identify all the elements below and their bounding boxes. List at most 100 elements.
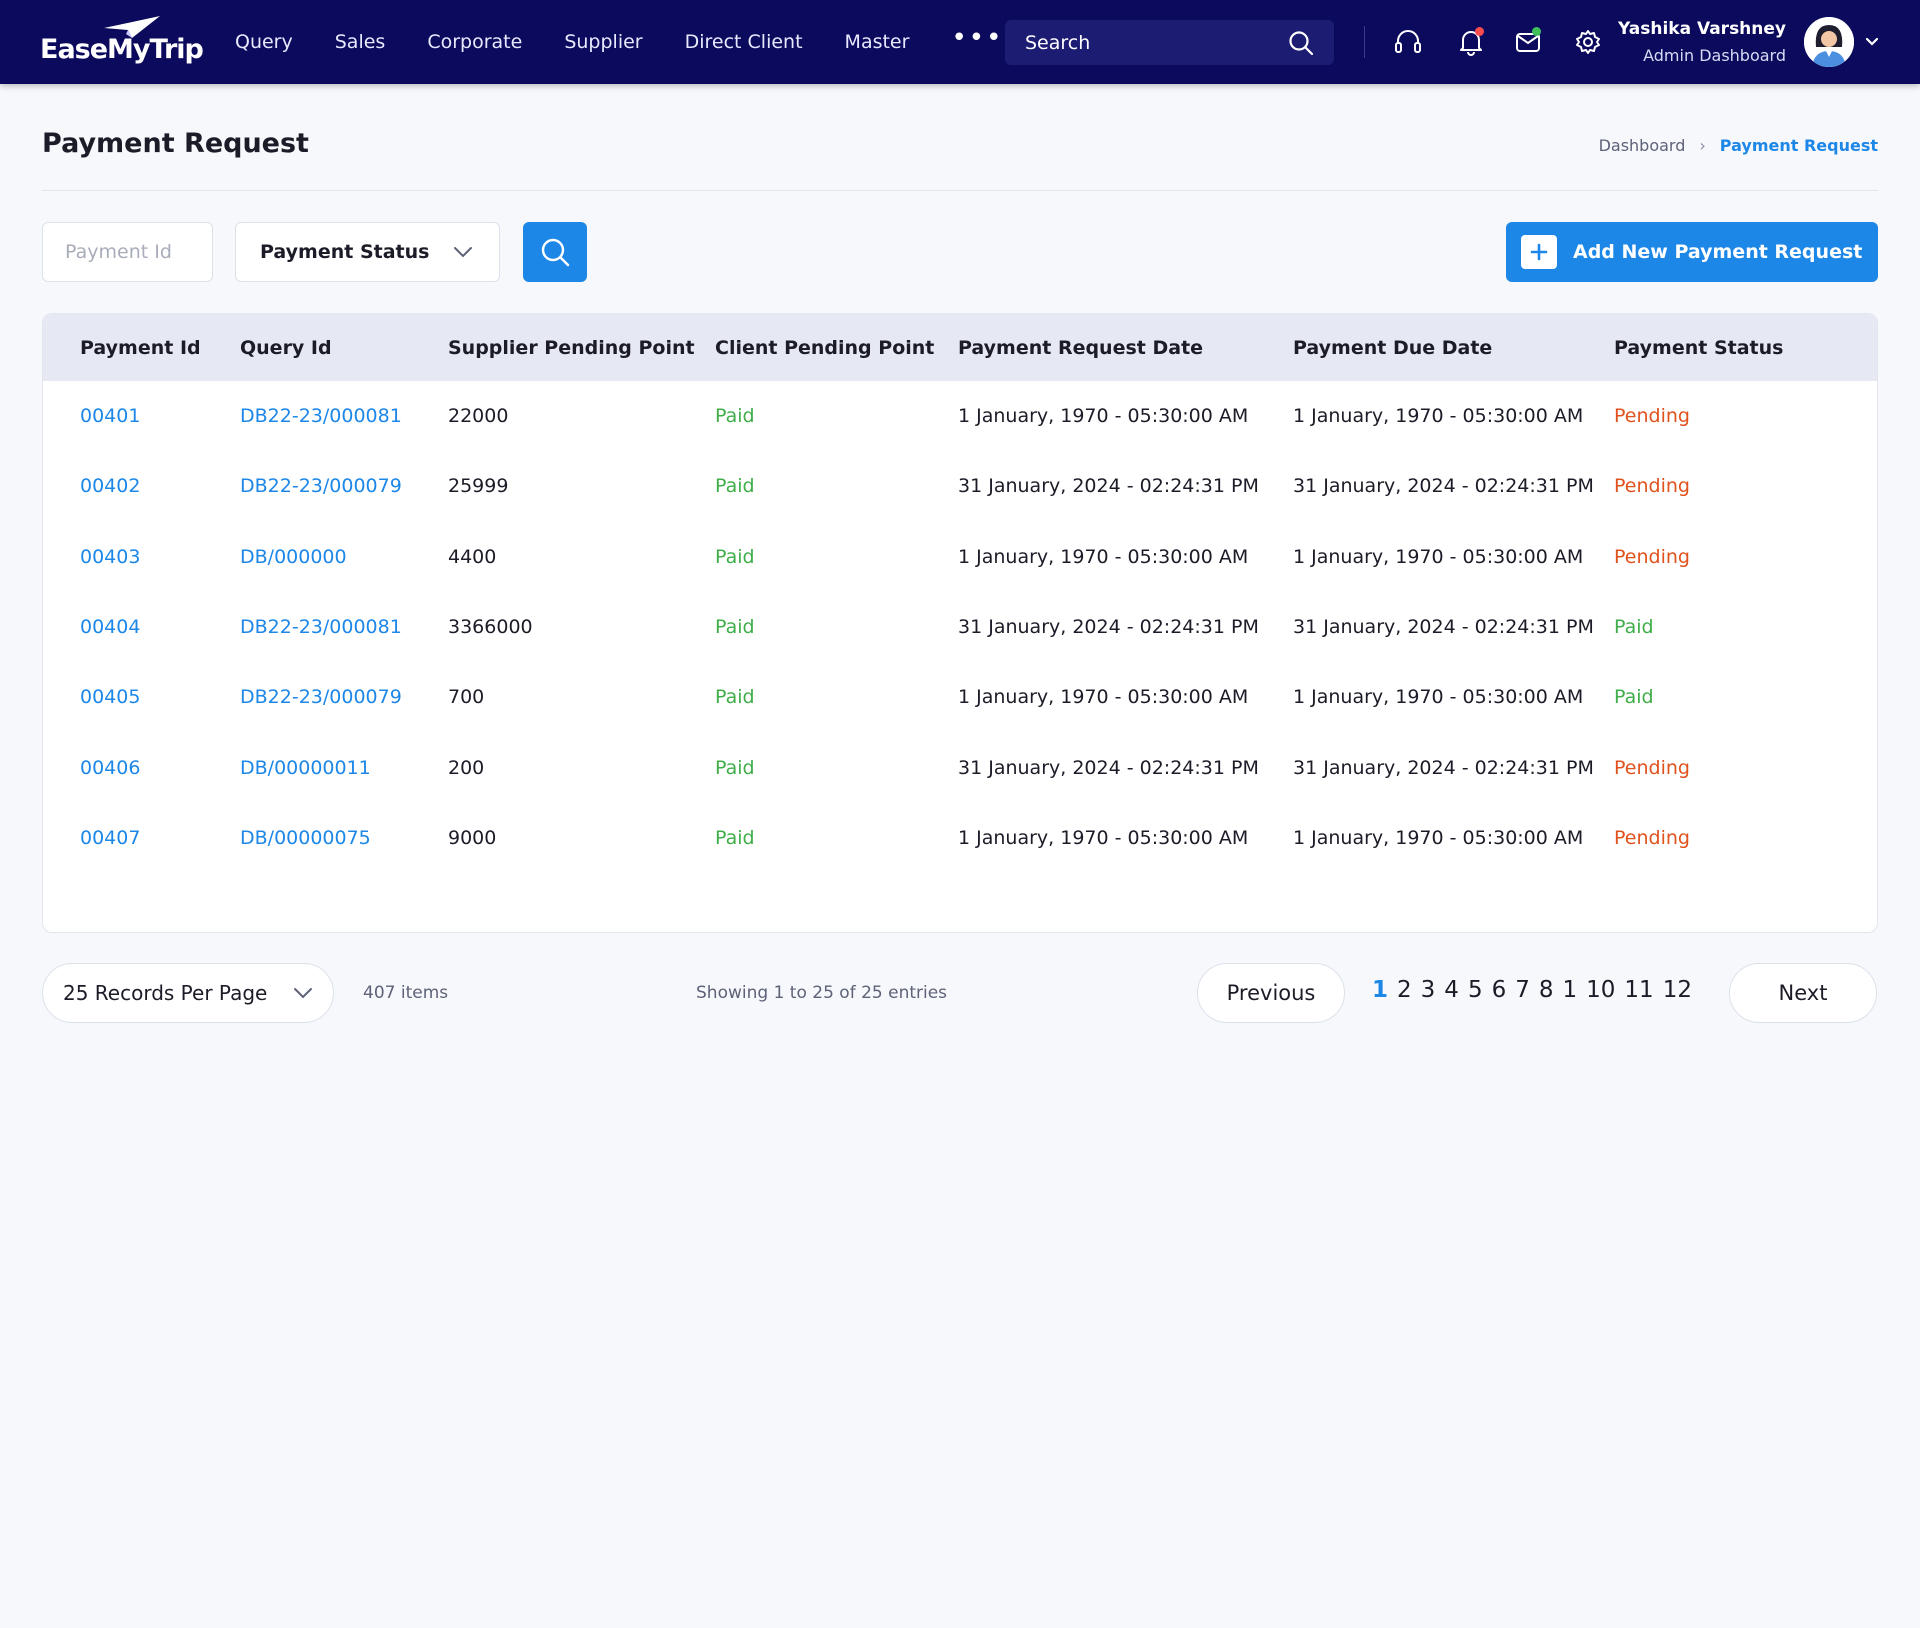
add-payment-request-button[interactable]: Add New Payment Request [1506, 222, 1878, 282]
payment-id-input[interactable] [42, 222, 213, 282]
table-row[interactable]: 00401 DB22-23/000081 22000 Paid 1 Januar… [43, 381, 1877, 451]
page-number[interactable]: 3 [1420, 977, 1436, 1003]
search-icon[interactable] [1288, 30, 1314, 56]
supplier-pending-point: 25999 [448, 475, 509, 498]
query-id-link[interactable]: DB22-23/000081 [240, 405, 402, 428]
chevron-right-icon: › [1699, 136, 1706, 155]
table-row[interactable]: 00407 DB/00000075 9000 Paid 1 January, 1… [43, 803, 1877, 873]
client-pending-point: Paid [715, 756, 755, 779]
nav-item-direct-client[interactable]: Direct Client [684, 31, 803, 53]
main-nav: Query Sales Corporate Supplier Direct Cl… [235, 0, 1003, 84]
filter-search-button[interactable] [523, 222, 587, 282]
page-number[interactable]: 2 [1397, 977, 1412, 1003]
payment-id-link[interactable]: 00401 [80, 405, 141, 428]
showing-entries-text: Showing 1 to 25 of 25 entries [696, 983, 948, 1003]
plus-icon [1521, 235, 1557, 269]
client-pending-point: Paid [715, 686, 755, 709]
page-number[interactable]: 1 [1372, 977, 1389, 1003]
search-input[interactable] [1025, 31, 1288, 54]
payment-id-link[interactable]: 00402 [80, 475, 141, 498]
page-numbers: 1 2 3 4 5 6 7 8 1 10 11 12 [1372, 977, 1701, 1003]
payment-status-select[interactable]: Payment Status [235, 222, 500, 282]
client-pending-point: Paid [715, 475, 755, 498]
nav-item-query[interactable]: Query [235, 31, 293, 53]
payment-status: Pending [1614, 756, 1690, 779]
table-row[interactable]: 00404 DB22-23/000081 3366000 Paid 31 Jan… [43, 592, 1877, 662]
nav-item-corporate[interactable]: Corporate [427, 31, 523, 53]
query-id-link[interactable]: DB22-23/000079 [240, 475, 402, 498]
top-navbar: EaseMyTrip Query Sales Corporate Supplie… [0, 0, 1920, 84]
payment-id-link[interactable]: 00404 [80, 616, 141, 639]
page-number[interactable]: 1 [1562, 977, 1578, 1003]
table-row[interactable]: 00405 DB22-23/000079 700 Paid 1 January,… [43, 662, 1877, 732]
settings-button[interactable] [1573, 27, 1603, 57]
nav-item-master[interactable]: Master [844, 31, 910, 53]
records-per-page-select[interactable]: 25 Records Per Page [42, 963, 334, 1023]
client-pending-point: Paid [715, 545, 755, 568]
payment-request-date: 1 January, 1970 - 05:30:00 AM [958, 686, 1249, 709]
payment-request-date: 1 January, 1970 - 05:30:00 AM [958, 826, 1249, 849]
messages-button[interactable] [1513, 27, 1543, 57]
user-name: Yashika Varshney [1618, 19, 1786, 39]
chevron-down-icon[interactable] [1863, 33, 1881, 51]
query-id-link[interactable]: DB22-23/000079 [240, 686, 402, 709]
payment-due-date: 1 January, 1970 - 05:30:00 AM [1293, 545, 1584, 568]
payment-status: Paid [1614, 616, 1654, 639]
column-header-payment-request-date[interactable]: Payment Request Date [958, 336, 1204, 359]
items-count: 407 items [363, 983, 449, 1003]
query-id-link[interactable]: DB/00000011 [240, 756, 371, 779]
navbar-divider [1364, 26, 1365, 58]
client-pending-point: Paid [715, 616, 755, 639]
page-number[interactable]: 10 [1586, 977, 1616, 1003]
column-header-payment-status[interactable]: Payment Status [1614, 336, 1784, 359]
supplier-pending-point: 700 [448, 686, 485, 709]
page-number[interactable]: 6 [1491, 977, 1507, 1003]
column-header-payment-id[interactable]: Payment Id [80, 336, 201, 359]
support-button[interactable] [1393, 27, 1423, 57]
page-number[interactable]: 12 [1662, 977, 1692, 1003]
payment-status: Paid [1614, 686, 1654, 709]
page-number[interactable]: 5 [1467, 977, 1483, 1003]
message-dot [1532, 27, 1541, 36]
payment-status: Pending [1614, 475, 1690, 498]
brand-logo[interactable]: EaseMyTrip [40, 12, 204, 72]
column-header-query-id[interactable]: Query Id [240, 336, 332, 359]
page-number[interactable]: 8 [1538, 977, 1554, 1003]
payment-request-date: 31 January, 2024 - 02:24:31 PM [958, 756, 1259, 779]
payment-due-date: 31 January, 2024 - 02:24:31 PM [1293, 756, 1594, 779]
supplier-pending-point: 9000 [448, 826, 497, 849]
column-header-payment-due-date[interactable]: Payment Due Date [1293, 336, 1493, 359]
payment-id-link[interactable]: 00407 [80, 826, 141, 849]
payment-due-date: 1 January, 1970 - 05:30:00 AM [1293, 826, 1584, 849]
query-id-link[interactable]: DB/00000075 [240, 826, 371, 849]
page-number[interactable]: 4 [1444, 977, 1459, 1003]
next-page-button[interactable]: Next [1729, 963, 1877, 1023]
query-id-link[interactable]: DB/000000 [240, 545, 347, 568]
table-row[interactable]: 00403 DB/000000 4400 Paid 1 January, 197… [43, 522, 1877, 592]
supplier-pending-point: 200 [448, 756, 485, 779]
query-id-link[interactable]: DB22-23/000081 [240, 616, 402, 639]
payment-id-link[interactable]: 00403 [80, 545, 141, 568]
payment-status: Pending [1614, 545, 1690, 568]
search-icon [541, 238, 570, 267]
nav-item-supplier[interactable]: Supplier [564, 31, 643, 53]
payment-id-link[interactable]: 00406 [80, 756, 141, 779]
user-role: Admin Dashboard [1643, 46, 1786, 65]
payment-id-link[interactable]: 00405 [80, 686, 141, 709]
previous-page-button[interactable]: Previous [1197, 963, 1345, 1023]
page-number[interactable]: 7 [1515, 977, 1530, 1003]
table-row[interactable]: 00402 DB22-23/000079 25999 Paid 31 Janua… [43, 451, 1877, 521]
table-row[interactable]: 00406 DB/00000011 200 Paid 31 January, 2… [43, 732, 1877, 802]
payment-status: Pending [1614, 405, 1690, 428]
global-search [1005, 20, 1334, 65]
notifications-button[interactable] [1456, 27, 1486, 57]
page-number[interactable]: 11 [1624, 977, 1654, 1003]
column-header-supplier-pending-point[interactable]: Supplier Pending Point [448, 336, 695, 359]
more-menu-icon[interactable]: ••• [951, 23, 1004, 53]
client-pending-point: Paid [715, 826, 755, 849]
avatar[interactable] [1804, 17, 1854, 67]
breadcrumb-dashboard[interactable]: Dashboard [1598, 136, 1686, 155]
nav-item-sales[interactable]: Sales [334, 31, 386, 53]
column-header-client-pending-point[interactable]: Client Pending Point [715, 336, 935, 359]
payment-request-date: 1 January, 1970 - 05:30:00 AM [958, 405, 1249, 428]
